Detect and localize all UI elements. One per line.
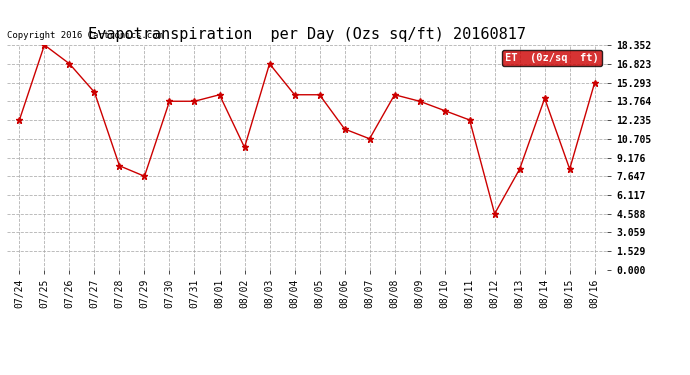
Title: Evapotranspiration  per Day (Ozs sq/ft) 20160817: Evapotranspiration per Day (Ozs sq/ft) 2… bbox=[88, 27, 526, 42]
Text: Copyright 2016 Cartronics.com: Copyright 2016 Cartronics.com bbox=[7, 32, 163, 40]
Legend: ET  (0z/sq  ft): ET (0z/sq ft) bbox=[502, 50, 602, 66]
